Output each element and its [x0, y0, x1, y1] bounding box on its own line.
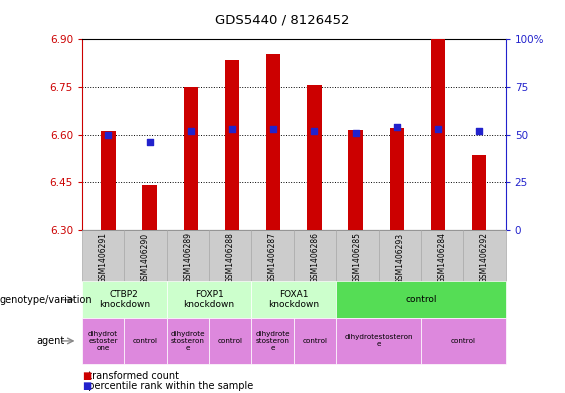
Text: GSM1406284: GSM1406284 [438, 232, 446, 283]
Bar [184, 87, 198, 230]
Text: dihydrote
stosteron
e: dihydrote stosteron e [255, 331, 290, 351]
Text: GSM1406287: GSM1406287 [268, 232, 277, 283]
FancyBboxPatch shape [336, 318, 421, 364]
FancyBboxPatch shape [294, 318, 336, 364]
FancyBboxPatch shape [251, 281, 336, 318]
Bar [266, 53, 280, 230]
Bar [307, 85, 321, 230]
Text: GSM1406291: GSM1406291 [99, 232, 107, 283]
Text: GSM1406286: GSM1406286 [311, 232, 319, 283]
Text: ■: ■ [82, 381, 91, 391]
FancyBboxPatch shape [336, 281, 506, 318]
Bar [142, 185, 157, 230]
FancyBboxPatch shape [167, 318, 209, 364]
Bar [225, 60, 239, 230]
Bar [472, 155, 486, 230]
Point [433, 126, 442, 132]
Bar [101, 131, 116, 230]
FancyBboxPatch shape [82, 230, 124, 281]
Text: FOXA1
knockdown: FOXA1 knockdown [268, 290, 319, 309]
Bar [431, 39, 445, 230]
Point [269, 126, 278, 132]
FancyBboxPatch shape [167, 230, 209, 281]
FancyBboxPatch shape [336, 230, 379, 281]
FancyBboxPatch shape [251, 230, 294, 281]
FancyBboxPatch shape [124, 230, 167, 281]
Text: percentile rank within the sample: percentile rank within the sample [82, 381, 253, 391]
Text: control: control [405, 295, 437, 304]
Text: FOXP1
knockdown: FOXP1 knockdown [184, 290, 234, 309]
FancyBboxPatch shape [82, 281, 167, 318]
Point [475, 128, 484, 134]
Text: GSM1406289: GSM1406289 [184, 232, 192, 283]
Point [310, 128, 319, 134]
Text: transformed count: transformed count [82, 371, 179, 382]
Bar [390, 128, 404, 230]
Text: ■: ■ [82, 371, 91, 382]
FancyBboxPatch shape [379, 230, 421, 281]
Text: GSM1406285: GSM1406285 [353, 232, 362, 283]
Text: dihydrotestosteron
e: dihydrotestosteron e [344, 334, 413, 347]
Text: control: control [133, 338, 158, 344]
Text: genotype/variation: genotype/variation [0, 295, 93, 305]
Text: agent: agent [37, 336, 65, 346]
Point [228, 126, 237, 132]
Text: GSM1406290: GSM1406290 [141, 232, 150, 284]
Text: dihydrote
stosteron
e: dihydrote stosteron e [171, 331, 205, 351]
Text: GSM1406293: GSM1406293 [396, 232, 404, 284]
FancyBboxPatch shape [124, 318, 167, 364]
FancyBboxPatch shape [209, 318, 251, 364]
Bar [349, 130, 363, 230]
Text: control: control [451, 338, 476, 344]
Text: GSM1406292: GSM1406292 [480, 232, 489, 283]
Point [351, 130, 360, 136]
Text: control: control [218, 338, 243, 344]
Text: GDS5440 / 8126452: GDS5440 / 8126452 [215, 14, 350, 27]
FancyBboxPatch shape [209, 230, 251, 281]
FancyBboxPatch shape [294, 230, 336, 281]
FancyBboxPatch shape [167, 281, 251, 318]
Point [145, 139, 154, 145]
Text: control: control [302, 338, 328, 344]
FancyBboxPatch shape [463, 230, 506, 281]
Point [186, 128, 195, 134]
Text: GSM1406288: GSM1406288 [226, 232, 234, 283]
FancyBboxPatch shape [421, 318, 506, 364]
Point [104, 131, 113, 138]
Text: dihydrot
estoster
one: dihydrot estoster one [88, 331, 118, 351]
FancyBboxPatch shape [421, 230, 463, 281]
FancyBboxPatch shape [251, 318, 294, 364]
Point [392, 124, 401, 130]
FancyBboxPatch shape [82, 318, 124, 364]
Text: CTBP2
knockdown: CTBP2 knockdown [99, 290, 150, 309]
